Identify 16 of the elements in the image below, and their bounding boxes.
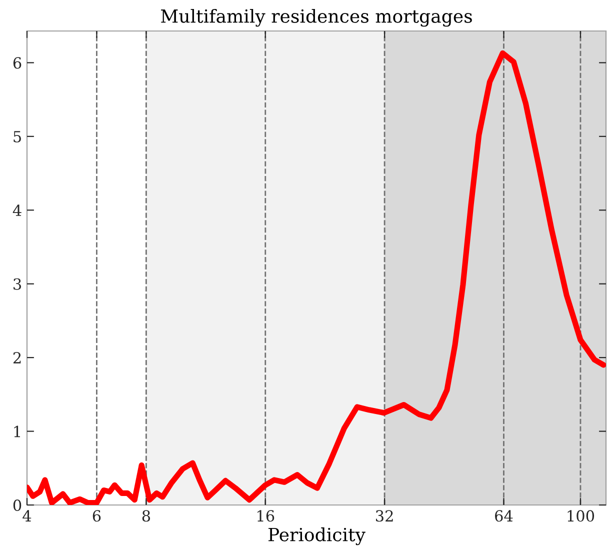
y-tick-label: 1 xyxy=(14,426,20,438)
y-tick-label: 5 xyxy=(14,131,21,142)
y-tick-label: 2 xyxy=(13,352,21,364)
y-tick-label: 0 xyxy=(13,499,22,512)
x-tick-label: 8 xyxy=(142,510,150,522)
x-tick-label: 6 xyxy=(92,510,101,522)
y-tick-label: 6 xyxy=(13,57,22,69)
x-tick-label: 32 xyxy=(376,510,393,522)
y-tick-label: 3 xyxy=(14,278,22,290)
chart-title: Multifamily residences mortgages xyxy=(161,8,472,27)
x-axis-title: Periodicity xyxy=(268,527,366,546)
x-tick-label: 100 xyxy=(568,510,594,522)
x-tick-label: 16 xyxy=(258,510,274,522)
x-tick-label: 4 xyxy=(22,510,32,522)
x-tick-label: 64 xyxy=(495,510,513,522)
y-tick-label: 4 xyxy=(12,204,22,216)
